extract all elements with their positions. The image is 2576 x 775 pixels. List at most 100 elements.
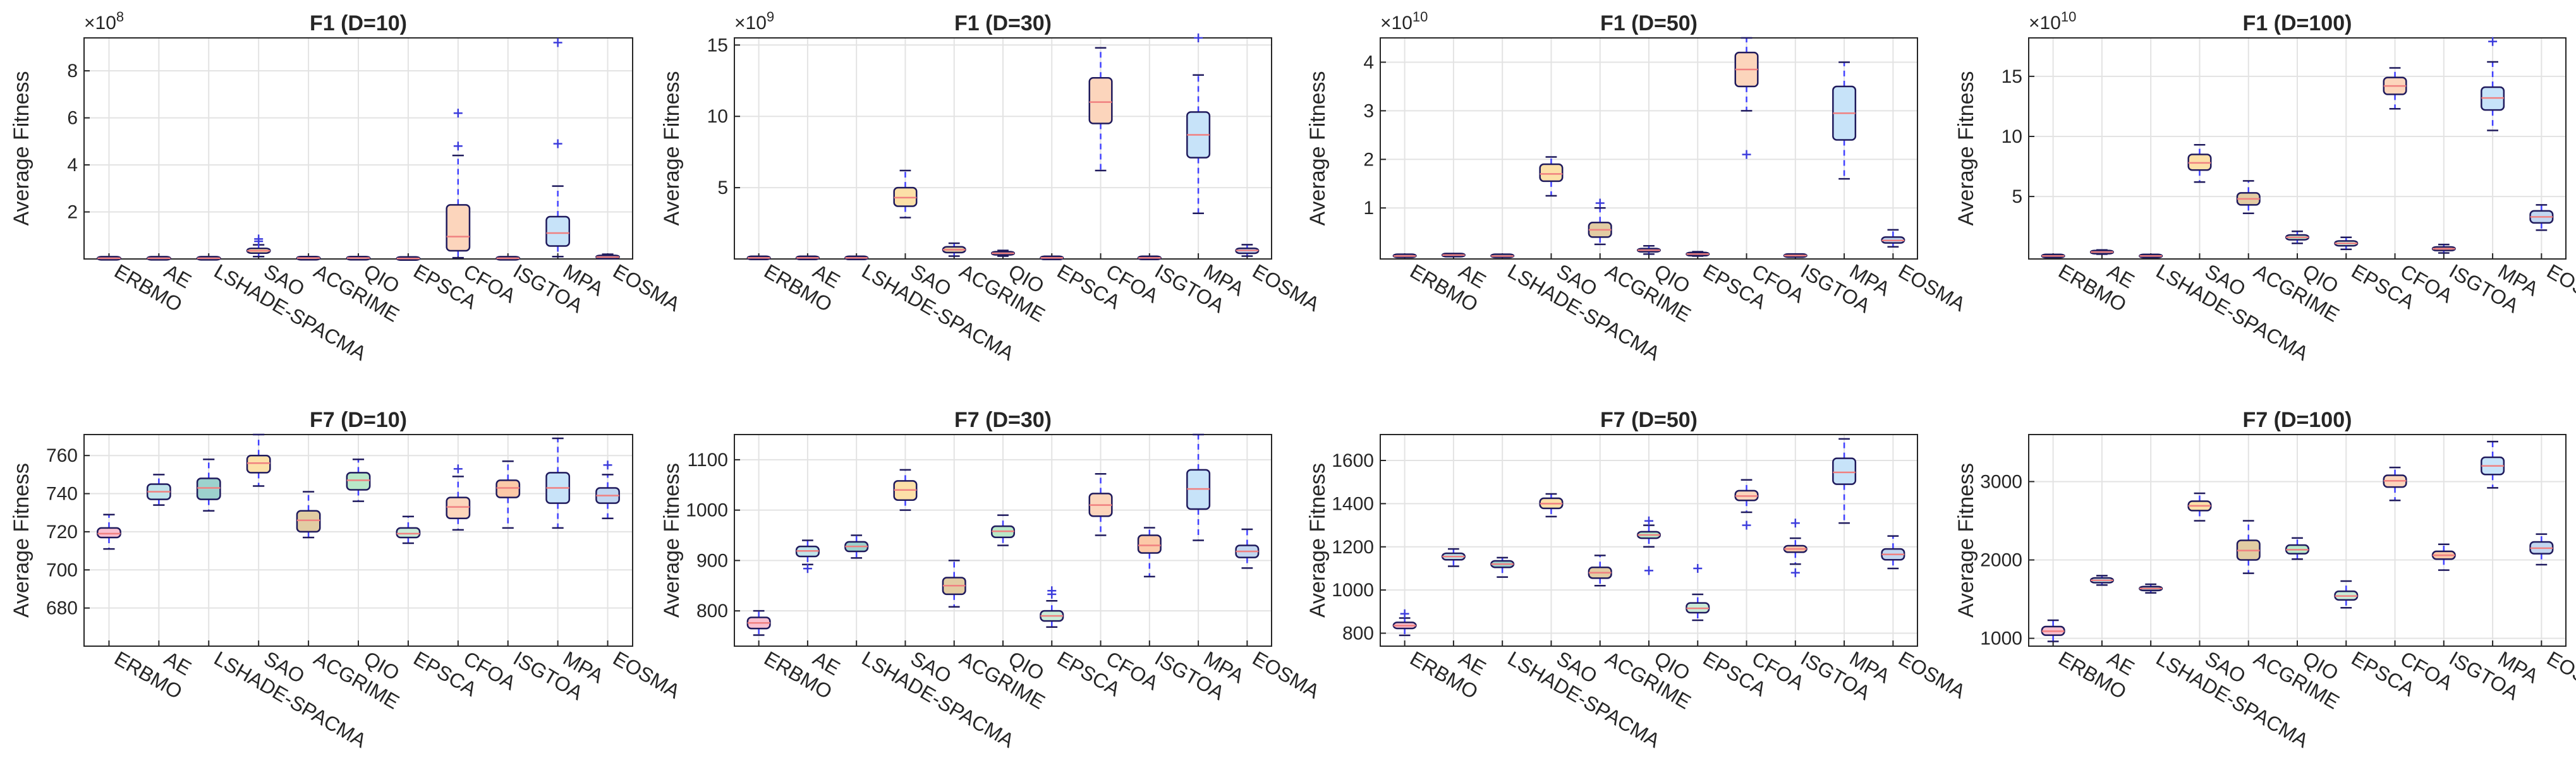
iqr-box [545,215,571,247]
y-tick-label: 15 [707,35,728,56]
y-axis-label: Average Fitness [1306,463,1330,618]
outlier-marker [1742,150,1751,159]
y-tick-label: 1000 [1332,580,1374,601]
box-mpa [2481,37,2505,131]
box-sao [2187,144,2212,183]
outlier-marker [1595,198,1605,208]
box-eosma [2529,204,2554,231]
box-mpa [545,437,571,529]
box-mpa [1186,433,1211,541]
box-cfoa [1734,37,1759,159]
box-sao [2187,492,2212,522]
outlier-marker [453,141,463,151]
box-qio [990,249,1016,257]
iqr-box [446,204,471,252]
y-axis-label: Average Fitness [1954,71,1978,225]
y-tick-label: 2 [67,202,78,223]
y-tick-label: 15 [2002,66,2022,87]
box-lshade-spacma [2139,253,2163,258]
y-tick-label: 1000 [1980,628,2022,649]
outlier-marker [1400,609,1409,618]
y-axis-label: Average Fitness [9,463,33,618]
y-tick-label: 5 [717,177,728,198]
box-isgtoa [2431,243,2456,254]
box-epsca [1040,586,1064,628]
panel-title: F1 (D=30) [954,11,1052,35]
iqr-box [97,527,121,539]
box-isgtoa [2431,543,2456,571]
outlier-marker [1693,563,1703,573]
box-isgtoa [1783,519,1807,577]
box-lshade-spacma [844,534,869,559]
y-axis-label: Average Fitness [1954,463,1978,618]
box-qio [1636,244,1662,255]
box-eosma [1881,229,1905,248]
outlier-marker [553,38,562,47]
box-qio [2285,231,2310,244]
y-tick-label: 1000 [686,500,728,521]
box-cfoa [2383,466,2407,502]
box-cfoa [1088,472,1113,536]
box-erbmo [1392,253,1417,258]
y-tick-label: 760 [46,445,78,466]
box-acgrime [296,491,321,539]
box-ae [146,474,171,506]
box-mpa [2481,440,2505,489]
box-epsca [396,256,421,261]
y-tick-label: 800 [1342,623,1374,644]
panel-title: F7 (D=50) [1600,408,1698,432]
box-epsca [2334,236,2359,251]
panel-title: F7 (D=100) [2243,408,2352,432]
y-axis-label: Average Fitness [9,71,33,225]
box-acgrime [1588,198,1612,246]
y-axis-label: Average Fitness [660,71,684,225]
y-tick-label: 680 [46,598,78,619]
outlier-marker [1790,519,1800,528]
y-tick-label: 720 [46,522,78,543]
box-isgtoa [495,256,521,261]
y-tick-label: 4 [1363,52,1374,73]
outlier-marker [453,464,463,474]
y-tick-label: 8 [67,61,78,81]
outlier-marker [1194,33,1203,42]
box-ae [2089,249,2114,255]
iqr-box [1832,457,1857,485]
iqr-box [446,496,471,520]
panel-title: F7 (D=10) [310,408,407,432]
box-erbmo [2041,619,2065,642]
box-ae [1441,253,1466,258]
box-qio [346,255,371,261]
outlier-marker [254,234,264,244]
box-eosma [2529,533,2554,566]
box-sao [246,433,271,487]
y-axis-label: Average Fitness [660,463,684,618]
box-isgtoa [495,460,521,529]
y-tick-label: 1400 [1332,493,1374,514]
box-cfoa [2383,67,2407,110]
panel-title: F7 (D=30) [954,408,1052,432]
box-ae [795,255,820,261]
box-sao [893,469,918,511]
y-tick-label: 2 [1363,149,1374,170]
box-isgtoa [1137,527,1162,578]
iqr-box [246,454,271,474]
outlier-marker [603,460,612,470]
box-acgrime [942,560,966,608]
box-epsca [1686,563,1710,622]
box-erbmo [97,256,121,261]
box-sao [1539,493,1564,518]
outlier-marker [553,139,562,148]
box-acgrime [942,242,966,257]
box-ae [795,539,820,574]
y-axis-label: Average Fitness [1306,71,1330,225]
y-tick-label: 700 [46,560,78,580]
y-tick-label: 800 [696,601,728,622]
box-qio [1636,516,1662,575]
axis-exponent: ×109 [734,9,774,33]
box-cfoa [446,109,471,259]
y-tick-label: 900 [696,550,728,571]
axis-exponent: ×1010 [2029,9,2076,33]
outlier-marker [1644,516,1653,526]
